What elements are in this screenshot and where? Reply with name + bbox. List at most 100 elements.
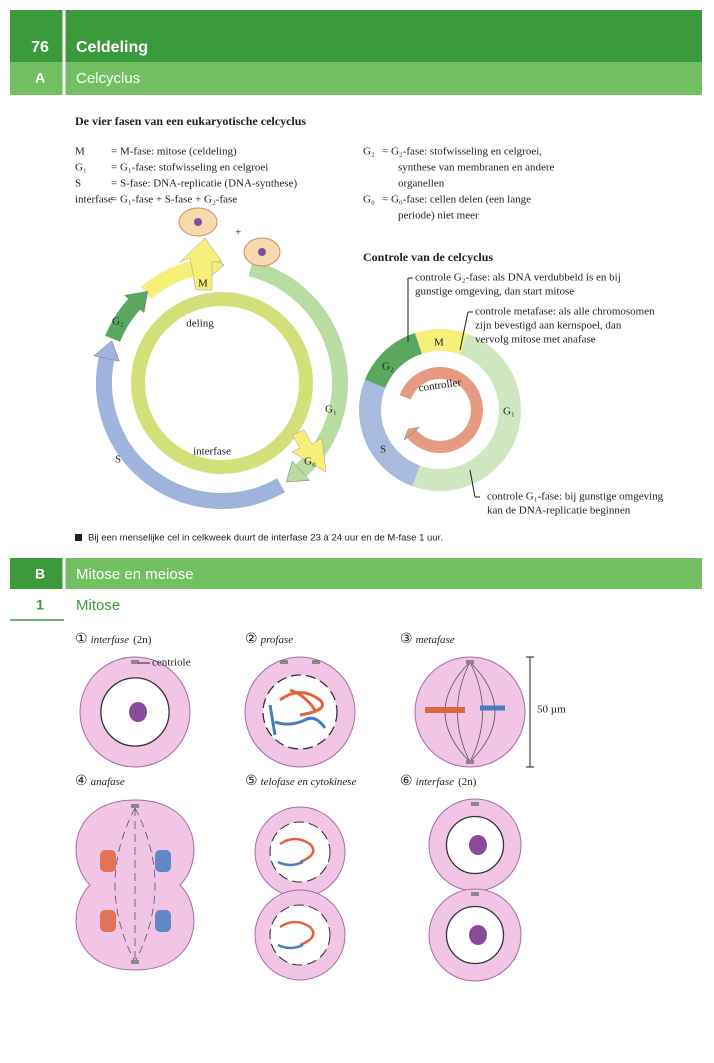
term: G₂ <box>363 146 375 158</box>
section-letter: A <box>35 70 45 86</box>
stage-extra: (2n) <box>458 776 477 788</box>
stage-label: ⑥ interfase (2n) <box>400 774 477 789</box>
chromosome <box>289 688 317 711</box>
term: M <box>75 146 85 158</box>
segment-label: S <box>380 444 386 456</box>
centriole <box>466 660 474 664</box>
definition: = G₁-fase: stofwisseling en celgroei <box>111 162 268 174</box>
g0-exit-arrow <box>291 429 327 473</box>
definition: = M-fase: mitose (celdeling) <box>111 146 237 158</box>
nucleolus <box>469 925 487 945</box>
control-segment <box>414 329 468 355</box>
segment-label: G₂ <box>382 361 394 373</box>
section-title: Celcyclus <box>76 70 140 87</box>
ring-label: interfase <box>193 446 231 458</box>
nucleus <box>269 821 331 883</box>
stage-label: ③ metafase <box>400 632 455 647</box>
control-segment <box>364 332 423 389</box>
chromosome <box>100 910 116 932</box>
phase-arc <box>105 298 141 343</box>
scale-label: 50 µm <box>537 704 566 716</box>
stage-number: ② <box>245 632 258 647</box>
stage-number: ⑤ <box>245 774 258 789</box>
nucleolus <box>469 835 487 855</box>
stage-name: profase <box>260 634 294 646</box>
inner-ring <box>131 292 313 474</box>
control-segment <box>412 333 521 491</box>
control-note: controle G₂-fase: als DNA verdubbeld is … <box>415 272 621 284</box>
term: G₁ <box>75 162 87 174</box>
stage-name: telofase en cytokinese <box>261 776 357 788</box>
centriole <box>131 804 139 808</box>
controller-label: controller <box>418 377 462 395</box>
ring-label: deling <box>186 318 214 330</box>
phase-label: G₁ <box>325 404 337 416</box>
phase-label: G₂ <box>112 316 124 328</box>
section-b-bar <box>10 558 702 589</box>
centriole <box>131 660 139 664</box>
phase-label: M <box>198 278 208 290</box>
stage-number: ④ <box>75 774 88 789</box>
nucleolus <box>129 702 147 722</box>
definition: = G₁-fase + S-fase + G₂-fase <box>111 194 237 206</box>
stage-name: interfase <box>416 776 455 788</box>
control-segment <box>359 379 421 487</box>
section-letter: B <box>35 566 45 582</box>
phase-arrowhead <box>124 290 149 314</box>
section-a-bar <box>10 62 702 95</box>
pointer <box>459 311 469 351</box>
chromosome <box>155 850 171 872</box>
control-note: gunstige omgeving, dan start mitose <box>415 286 574 298</box>
section-title: Mitose en meiose <box>76 566 194 583</box>
stage-label: ⑤ telofase en cytokinese <box>245 774 357 789</box>
stage-label: ① interfase (2n) <box>75 632 152 647</box>
control-note: controle metafase: als alle chromosomen <box>475 306 655 318</box>
plus: + <box>235 227 241 239</box>
centriole <box>471 802 479 806</box>
chromosome <box>279 837 315 864</box>
m-exit-arrow <box>179 237 223 291</box>
stage-number: ③ <box>400 632 413 647</box>
term: interfase <box>75 194 113 206</box>
chromosome <box>277 943 304 950</box>
term: G₀ <box>363 194 375 206</box>
definition: organellen <box>398 178 445 190</box>
stage-number: ⑥ <box>400 774 413 789</box>
segment-label: G₁ <box>503 406 515 418</box>
definition: synthese van membranen en andere <box>398 162 554 174</box>
phase-arc <box>96 356 285 509</box>
section-b-box <box>10 558 64 589</box>
controller-arrowhead <box>403 426 421 442</box>
chromosome <box>100 850 116 872</box>
definition: = G₀-fase: cellen delen (een lange <box>382 194 531 206</box>
nucleus <box>194 218 202 226</box>
centriole-label: centriole <box>152 657 191 669</box>
chromosome <box>279 691 324 717</box>
controller-arrow <box>399 367 483 453</box>
definition: = G₂-fase: stofwisseling en celgroei, <box>382 146 542 158</box>
stage-number: ① <box>75 632 88 647</box>
stage-label: ④ anafase <box>75 774 125 789</box>
nucleus <box>258 248 266 256</box>
footnote: Bij een menselijke cel in celkweek duurt… <box>88 533 443 544</box>
definition: periode) niet meer <box>398 210 479 222</box>
chromosome <box>279 920 315 947</box>
term: S <box>75 178 81 190</box>
nucleus <box>269 904 331 966</box>
centriole <box>466 760 474 764</box>
chromosome <box>268 704 277 736</box>
centriole <box>131 960 139 964</box>
chromosome <box>277 860 304 867</box>
subsection-number: 1 <box>36 597 44 613</box>
pointer <box>469 469 476 498</box>
header-bar <box>10 10 702 62</box>
cycle-heading: De vier fasen van een eukaryotische celc… <box>75 114 306 128</box>
phase-arc <box>248 260 348 477</box>
phase-label: S <box>115 454 121 466</box>
stage-label: ② profase <box>245 632 293 647</box>
cell <box>414 656 526 768</box>
control-note: vervolg mitose met anafase <box>475 334 596 346</box>
control-heading: Controle van de celcyclus <box>363 250 493 264</box>
control-note: kan de DNA-replicatie beginnen <box>487 505 631 517</box>
